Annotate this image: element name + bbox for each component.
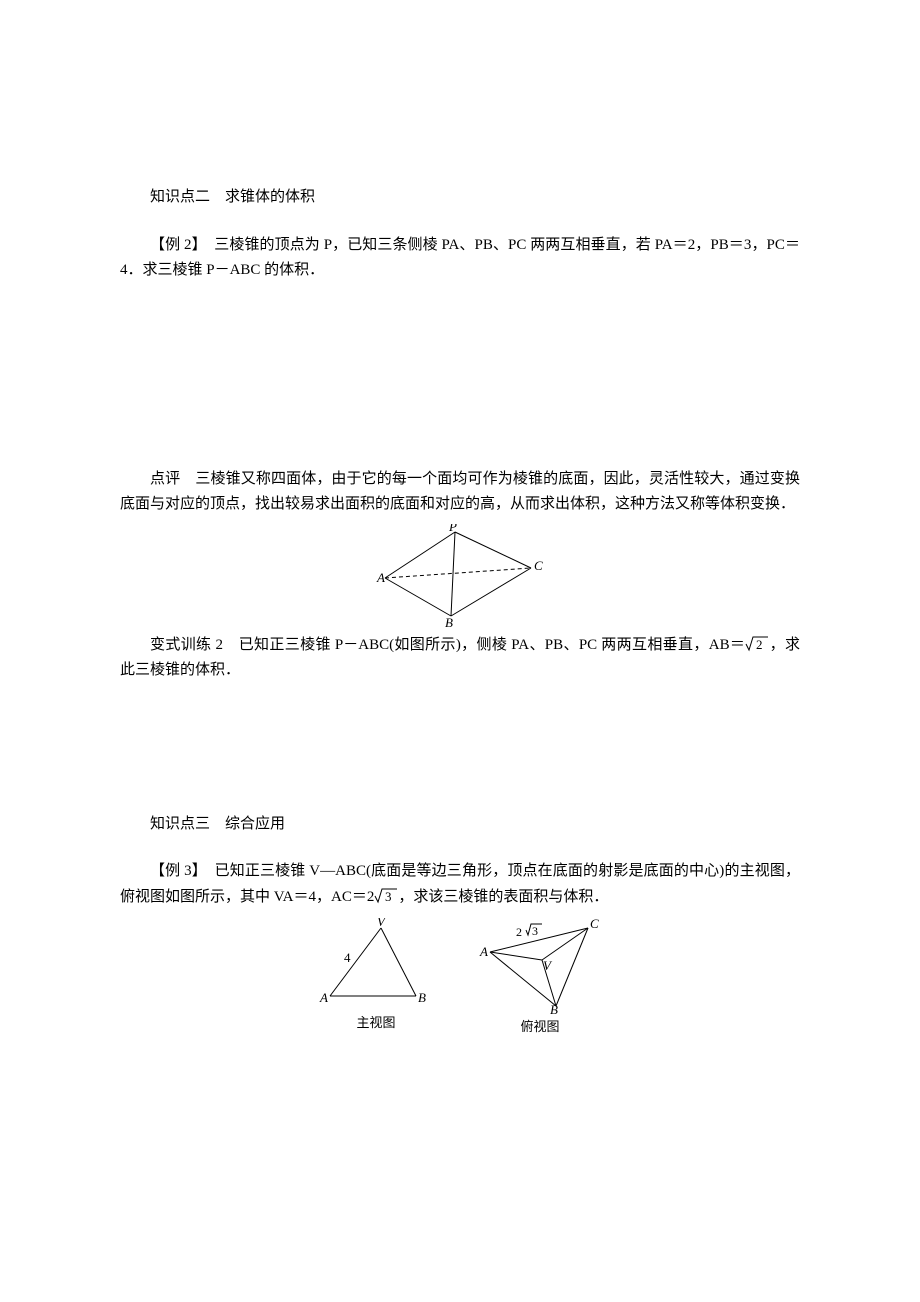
workspace-gap-2: [120, 692, 800, 812]
svg-text:B: B: [550, 1002, 558, 1014]
svg-text:V: V: [377, 918, 387, 929]
svg-text:V: V: [543, 958, 553, 973]
example3-body-b: ，求该三棱锥的表面积与体积．: [398, 889, 608, 905]
main-view-diagram: V A B 4: [316, 918, 436, 1010]
sqrt2-icon: 2: [745, 637, 769, 653]
figure-top-view: A B C V 2 3 俯视图: [476, 918, 604, 1038]
svg-text:2: 2: [516, 925, 522, 939]
commentary2-body: 三棱锥又称四面体，由于它的每一个面均可作为棱锥的底面，因此，灵活性较大，通过变换…: [120, 471, 800, 513]
variant2-body-a: 已知正三棱锥 P－ABC(如图所示)，侧棱 PA、PB、PC 两两互相垂直，AB…: [223, 637, 745, 653]
svg-text:A: A: [479, 944, 488, 959]
svg-text:B: B: [445, 615, 453, 629]
svg-text:4: 4: [344, 950, 351, 965]
example2-body: 三棱锥的顶点为 P，已知三条侧棱 PA、PB、PC 两两互相垂直，若 PA＝2，…: [120, 237, 800, 279]
workspace-gap-1: [120, 292, 800, 467]
commentary2-label: 点评: [150, 471, 180, 487]
tetrahedron-diagram: P A B C: [373, 524, 548, 629]
page: 知识点二 求锥体的体积 【例 2】 三棱锥的顶点为 P，已知三条侧棱 PA、PB…: [0, 0, 920, 1302]
main-view-caption: 主视图: [356, 1012, 395, 1034]
variant2-label: 变式训练 2: [150, 637, 223, 653]
example3: 【例 3】 已知正三棱锥 V—ABC(底面是等边三角形，顶点在底面的射影是底面的…: [120, 859, 800, 910]
top-view-caption: 俯视图: [520, 1016, 559, 1038]
sqrt3-value: 3: [385, 889, 392, 904]
svg-text:B: B: [418, 990, 426, 1005]
section3-title: 知识点三 综合应用: [120, 812, 800, 838]
commentary2: 点评 三棱锥又称四面体，由于它的每一个面均可作为棱锥的底面，因此，灵活性较大，通…: [120, 467, 800, 518]
section2-title: 知识点二 求锥体的体积: [120, 185, 800, 211]
figure-views: V A B 4 主视图 A B: [120, 918, 800, 1038]
svg-text:P: P: [448, 524, 457, 534]
svg-text:A: A: [376, 570, 385, 585]
svg-text:3: 3: [532, 924, 538, 938]
variant2: 变式训练 2 已知正三棱锥 P－ABC(如图所示)，侧棱 PA、PB、PC 两两…: [120, 633, 800, 684]
svg-text:A: A: [319, 990, 328, 1005]
svg-text:C: C: [590, 918, 599, 931]
example2: 【例 2】 三棱锥的顶点为 P，已知三条侧棱 PA、PB、PC 两两互相垂直，若…: [120, 233, 800, 284]
svg-text:C: C: [534, 558, 543, 573]
example2-label: 【例 2】: [150, 237, 199, 253]
sqrt2-value: 2: [756, 637, 763, 652]
figure-main-view: V A B 4 主视图: [316, 918, 436, 1038]
example3-label: 【例 3】: [150, 863, 199, 879]
figure-pabc: P A B C: [120, 524, 800, 629]
top-view-diagram: A B C V 2 3: [476, 918, 604, 1014]
sqrt3-icon: 3: [374, 889, 398, 905]
